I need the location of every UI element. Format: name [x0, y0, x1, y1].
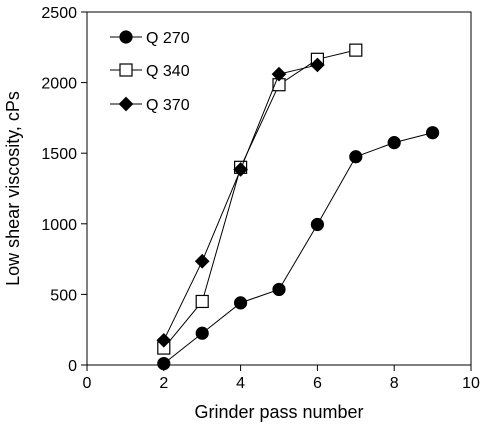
x-tick-label-3: 6 [313, 375, 322, 392]
legend-marker-1 [119, 63, 133, 77]
y-tick-label-5: 2500 [41, 5, 77, 22]
series-1-line [163, 49, 356, 349]
legend-label-0: Q 270 [146, 30, 190, 47]
axes [86, 11, 472, 366]
series-0-point-3 [272, 282, 286, 297]
series-0-point-5 [349, 150, 363, 164]
series-2-point-4 [310, 57, 325, 73]
series-1-point-1 [195, 294, 209, 309]
y-tick-label-2: 1000 [41, 217, 77, 234]
series-0-point-0 [157, 356, 171, 371]
series-1-point-5 [349, 43, 363, 57]
series-0-point-6 [387, 136, 401, 150]
legend-marker-2 [118, 96, 134, 112]
series-0-point-2 [234, 296, 248, 310]
y-tick-label-1: 500 [50, 287, 77, 304]
series-0-point-4 [310, 217, 324, 232]
x-tick-label-4: 8 [390, 375, 399, 392]
series-2-point-3 [271, 66, 287, 82]
series-0-point-1 [195, 326, 209, 340]
legend-label-2: Q 370 [146, 97, 190, 114]
y-tick-label-3: 1500 [41, 146, 77, 163]
series-layer [156, 43, 440, 371]
legend-marker-0 [119, 30, 133, 44]
series-2 [156, 57, 325, 348]
y-axis-label: Low shear viscosity, cPs [3, 91, 23, 286]
series-0-line [163, 132, 433, 364]
y-tick-label-4: 2000 [41, 76, 77, 93]
series-2-point-0 [156, 332, 172, 348]
x-axis-label: Grinder pass number [194, 402, 363, 422]
series-0 [157, 126, 440, 371]
x-tick-label-0: 0 [83, 375, 92, 392]
x-tick-label-5: 10 [462, 375, 480, 392]
legend: Q 270 Q 340 Q 370 [110, 30, 190, 114]
legend-label-1: Q 340 [146, 63, 190, 80]
x-tick-label-2: 4 [236, 375, 245, 392]
series-1 [157, 43, 363, 355]
series-0-point-7 [426, 126, 440, 140]
y-tick-label-0: 0 [68, 358, 77, 375]
ticks: 0 2 4 6 8 10 0 500 1000 1500 2000 2500 [41, 5, 480, 392]
series-2-point-1 [194, 253, 210, 269]
plot-frame [86, 11, 472, 366]
x-tick-label-1: 2 [159, 375, 168, 392]
series-2-point-2 [233, 162, 248, 177]
